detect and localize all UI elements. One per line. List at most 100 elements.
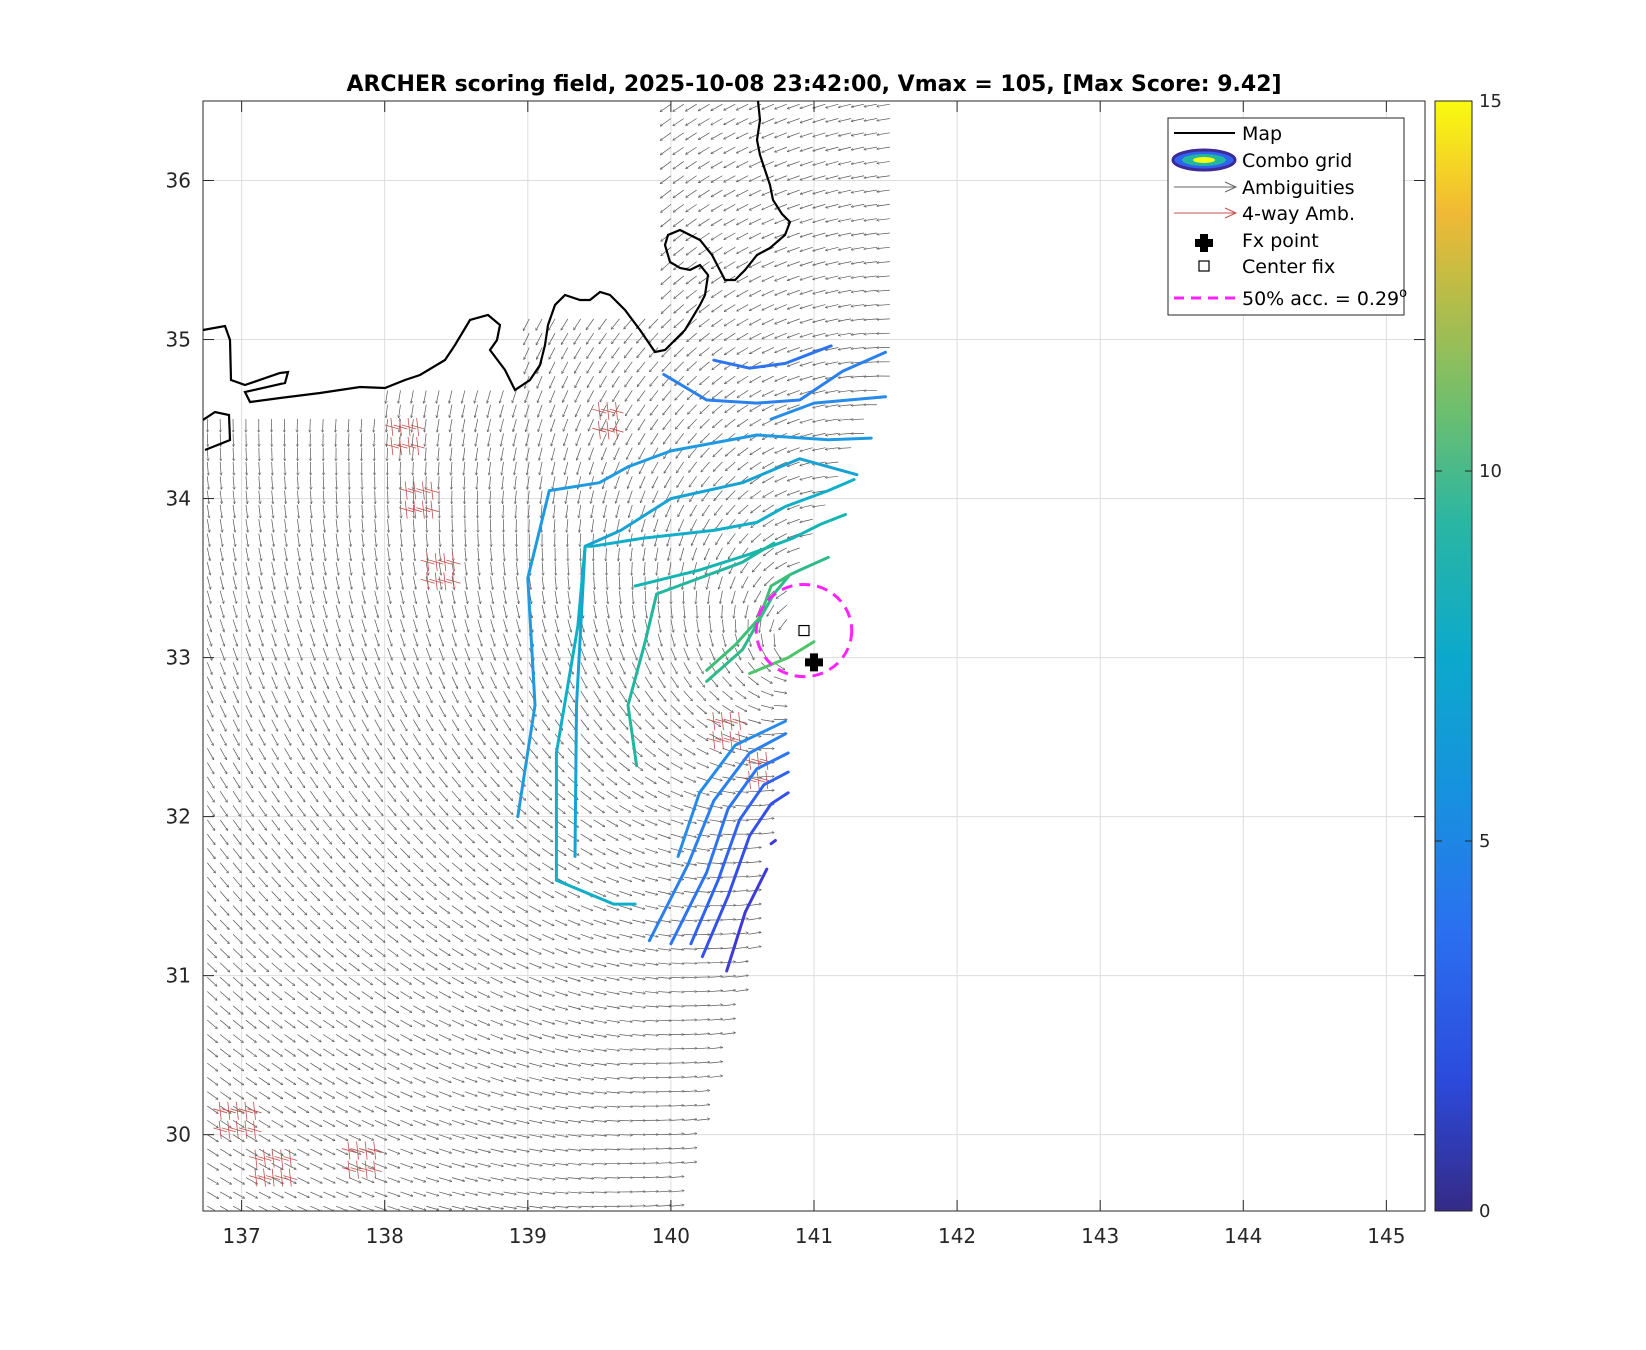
ambiguity-arrow: [632, 1092, 645, 1093]
ambiguity-arrow: [464, 1205, 478, 1209]
ambiguity-arrow: [438, 1148, 451, 1153]
ambiguity-arrow: [490, 1205, 504, 1209]
ambiguity-arrow: [542, 1191, 555, 1194]
ambiguity-arrow: [310, 1105, 321, 1112]
ambiguity-arrow: [593, 1178, 607, 1179]
ambiguity-arrow: [413, 1120, 425, 1125]
ambiguity-arrow: [232, 1162, 244, 1170]
ambiguity-arrow: [374, 1162, 387, 1168]
ambiguity-arrow: [245, 1177, 257, 1184]
ambiguity-arrow: [451, 1077, 464, 1082]
ambiguity-arrow: [490, 1134, 504, 1138]
ambiguity-arrow: [310, 1120, 321, 1126]
ambiguity-arrow: [387, 1048, 399, 1055]
ambiguity-arrow: [426, 1062, 438, 1068]
ambiguity-arrow: [335, 1134, 348, 1141]
legend-accuracy-label: 50% acc. = 0.29o: [1242, 286, 1407, 310]
ambiguity-arrow: [438, 1077, 451, 1082]
ambiguity-arrow: [593, 1135, 607, 1136]
ambiguity-arrow: [658, 1191, 671, 1192]
ambiguity-arrow: [284, 1091, 296, 1099]
ambiguity-arrow: [490, 1191, 504, 1195]
ambiguity-arrow: [374, 1048, 386, 1055]
y-tick-label: 31: [166, 964, 191, 988]
ambiguity-arrow: [400, 1034, 411, 1040]
ambiguity-arrow: [567, 1091, 581, 1094]
ambiguity-arrow: [567, 1206, 581, 1207]
ambiguity-arrow: [258, 1134, 270, 1142]
ambiguity-arrow: [258, 1148, 270, 1155]
ambiguity-arrow: [232, 1205, 244, 1211]
ambiguity-arrow: [451, 1120, 464, 1124]
ambiguity-arrow: [516, 1162, 529, 1165]
ambiguity-arrow: [490, 1062, 503, 1067]
ambiguity-arrow: [400, 1191, 412, 1196]
ambiguity-arrow: [387, 1148, 400, 1154]
ambiguity-arrow: [619, 1048, 632, 1050]
ambiguity-arrow: [297, 1162, 309, 1169]
ambiguity-arrow: [297, 1091, 308, 1099]
ambiguity-arrow: [413, 1048, 425, 1055]
ambiguity-arrow: [464, 1077, 477, 1082]
ambiguity-arrow: [413, 1091, 425, 1097]
ambiguity-arrow: [284, 1048, 296, 1056]
legend-combo-grid-label: Combo grid: [1242, 150, 1352, 172]
ambiguity-arrow: [438, 1134, 451, 1139]
ambiguity-arrow: [219, 1091, 231, 1099]
ambiguity-arrow: [438, 1120, 451, 1124]
ambiguity-arrow: [593, 1120, 607, 1121]
ambiguity-arrow: [516, 1148, 529, 1152]
ambiguity-arrow: [554, 1177, 568, 1180]
legend-ambiguities-label: Ambiguities: [1242, 177, 1355, 199]
ambiguity-arrow: [258, 1105, 270, 1113]
ambiguity-arrow: [245, 1034, 256, 1042]
colorbar-tick-label: 0: [1479, 1201, 1490, 1222]
ambiguity-arrow: [258, 1034, 269, 1042]
ambiguity-arrow: [400, 1062, 412, 1069]
ambiguity-arrow: [477, 1177, 491, 1181]
ambiguity-arrow: [426, 1134, 438, 1139]
ambiguity-arrow: [438, 1162, 451, 1167]
ambiguity-arrow: [709, 1062, 723, 1064]
ambiguity-arrow: [400, 1048, 412, 1055]
ambiguity-arrow: [477, 1048, 490, 1054]
ambiguity-arrow: [297, 1205, 309, 1211]
colorbar-tick-label: 10: [1479, 461, 1502, 482]
ambiguity-arrow: [477, 1105, 490, 1110]
ambiguity-arrow: [207, 1062, 217, 1071]
ambiguity-arrow: [451, 1205, 465, 1209]
ambiguity-arrow: [400, 1120, 412, 1125]
ambiguity-arrow: [490, 1120, 504, 1123]
ambiguity-arrow: [580, 1062, 594, 1065]
ambiguity-arrow: [696, 1105, 710, 1107]
ambiguity-arrow: [297, 1077, 308, 1084]
ambiguity-arrow: [464, 1048, 477, 1054]
ambiguity-arrow: [632, 1063, 645, 1064]
ambiguity-arrow: [542, 1162, 555, 1165]
ambiguity-arrow: [490, 1105, 503, 1110]
ambiguity-arrow: [413, 1177, 425, 1182]
ambiguity-arrow: [348, 1062, 360, 1069]
ambiguity-arrow: [271, 1077, 283, 1084]
ambiguity-arrow: [245, 1120, 257, 1127]
ambiguity-arrow: [683, 1105, 697, 1106]
ambiguity-arrow: [335, 1034, 347, 1041]
ambiguity-arrow: [477, 1120, 490, 1124]
ambiguity-arrow: [464, 1177, 478, 1181]
x-tick-label: 142: [938, 1224, 976, 1248]
ambiguity-arrow: [503, 1148, 516, 1152]
y-tick-label: 34: [166, 487, 191, 511]
ambiguity-arrow: [245, 1091, 257, 1099]
ambiguity-arrow: [232, 1062, 243, 1071]
ambiguity-arrow: [348, 1048, 360, 1056]
ambiguity-arrow: [683, 1148, 697, 1150]
ambiguity-arrow: [387, 1134, 400, 1140]
ambiguity-arrow: [490, 1177, 504, 1181]
ambiguity-arrow: [580, 1120, 594, 1122]
ambiguity-arrow: [529, 1105, 542, 1109]
ambiguity-arrow: [271, 1062, 283, 1070]
ambiguity-arrow: [503, 1091, 515, 1096]
ambiguity-arrow: [670, 1205, 684, 1207]
ambiguity-arrow: [696, 1119, 710, 1121]
ambiguity-arrow: [413, 1134, 425, 1140]
